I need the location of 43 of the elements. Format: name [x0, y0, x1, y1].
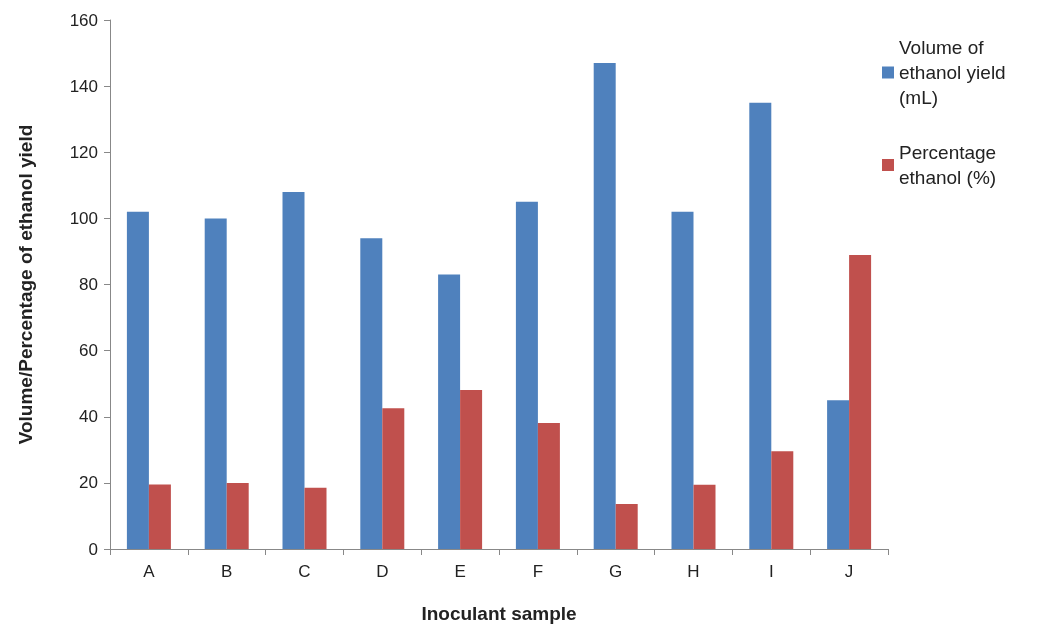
bar: [226, 482, 249, 549]
bar: [438, 274, 461, 549]
bar: [126, 211, 149, 549]
bar: [460, 389, 483, 549]
x-tick-label: G: [609, 562, 623, 581]
x-tick-label: I: [768, 562, 774, 581]
x-tick-label: B: [221, 562, 233, 581]
y-tick-label: 160: [69, 10, 98, 30]
legend-label: Percentage ethanol (%): [899, 142, 1002, 188]
bar: [360, 238, 383, 549]
y-tick-label: 120: [69, 142, 98, 162]
bar: [693, 484, 716, 549]
y-tick-label: 80: [79, 275, 98, 294]
x-tick-label: C: [298, 562, 311, 581]
y-axis-title: Volume/Percentage of ethanol yield: [15, 124, 36, 445]
y-tick-label: 60: [79, 341, 98, 361]
legend-label: Volume of ethanol yield (mL): [899, 37, 1011, 108]
bar: [304, 487, 327, 549]
x-axis-title: Inoculant sample: [421, 603, 577, 624]
bar: [771, 451, 794, 549]
y-tick-label: 20: [79, 473, 98, 493]
bar: [148, 484, 171, 549]
bar: [537, 423, 560, 549]
y-tick-label: 100: [69, 208, 98, 228]
x-tick-label: F: [532, 562, 544, 581]
bar: [593, 62, 616, 549]
bar: [827, 400, 850, 549]
bar: [515, 201, 538, 549]
x-tick-label: H: [687, 562, 700, 581]
bar: [615, 504, 638, 549]
bar: [282, 191, 305, 549]
bar: [382, 408, 405, 549]
y-tick-label: 40: [79, 407, 98, 427]
x-tick-label: J: [844, 562, 854, 581]
x-tick-label: A: [143, 562, 156, 581]
y-tick-label: 140: [69, 76, 98, 96]
bar: [849, 255, 872, 549]
bar: [671, 211, 694, 549]
bar: [204, 218, 227, 549]
x-tick-label: D: [376, 562, 389, 581]
x-tick-label: E: [454, 562, 466, 581]
y-tick-label: 0: [88, 539, 98, 559]
bar: [749, 102, 772, 549]
